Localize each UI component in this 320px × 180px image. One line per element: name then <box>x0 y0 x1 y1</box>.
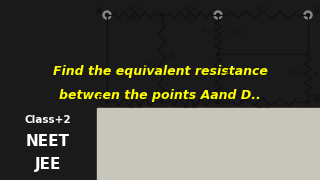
Circle shape <box>106 14 108 17</box>
Circle shape <box>103 11 111 19</box>
Circle shape <box>161 100 164 104</box>
Text: $10\ \Omega$: $10\ \Omega$ <box>288 68 304 76</box>
Circle shape <box>161 14 164 17</box>
Text: B: B <box>313 7 319 16</box>
Text: D: D <box>313 94 319 103</box>
Circle shape <box>307 14 309 17</box>
Text: $R_5$: $R_5$ <box>224 71 233 81</box>
Bar <box>97 108 320 180</box>
Circle shape <box>217 14 220 17</box>
Text: $10\ \Omega$: $10\ \Omega$ <box>182 3 198 12</box>
Circle shape <box>106 100 108 104</box>
Circle shape <box>214 11 222 19</box>
Circle shape <box>307 100 309 104</box>
Text: $10\ \Omega$: $10\ \Omega$ <box>255 102 271 110</box>
Text: $R_1$: $R_1$ <box>130 14 139 24</box>
Text: Class+2: Class+2 <box>25 115 71 125</box>
Text: between the points Aand D..: between the points Aand D.. <box>59 89 261 102</box>
Bar <box>0 108 97 180</box>
Text: $10\ \Omega$: $10\ \Omega$ <box>143 60 159 69</box>
Circle shape <box>217 100 220 104</box>
Text: $10\ \Omega$: $10\ \Omega$ <box>228 28 244 37</box>
Text: C: C <box>96 94 102 103</box>
Text: $R_3$: $R_3$ <box>201 26 211 36</box>
Circle shape <box>217 53 220 55</box>
Text: Find the equivalent resistance: Find the equivalent resistance <box>52 64 268 78</box>
Text: $10\ \Omega$: $10\ \Omega$ <box>182 102 198 110</box>
Text: A: A <box>96 7 102 16</box>
Text: $R_4$: $R_4$ <box>313 71 320 81</box>
Text: $10\ \Omega$: $10\ \Omega$ <box>127 3 142 12</box>
Text: NEET: NEET <box>26 134 70 150</box>
Text: $R_2$: $R_2$ <box>186 14 195 24</box>
Circle shape <box>307 53 309 55</box>
Text: JEE: JEE <box>35 158 61 172</box>
Text: $10\ \Omega$: $10\ \Omega$ <box>255 3 271 12</box>
Text: $10\ \Omega$: $10\ \Omega$ <box>127 102 142 110</box>
Text: $R_6$: $R_6$ <box>168 51 177 62</box>
Circle shape <box>304 11 312 19</box>
